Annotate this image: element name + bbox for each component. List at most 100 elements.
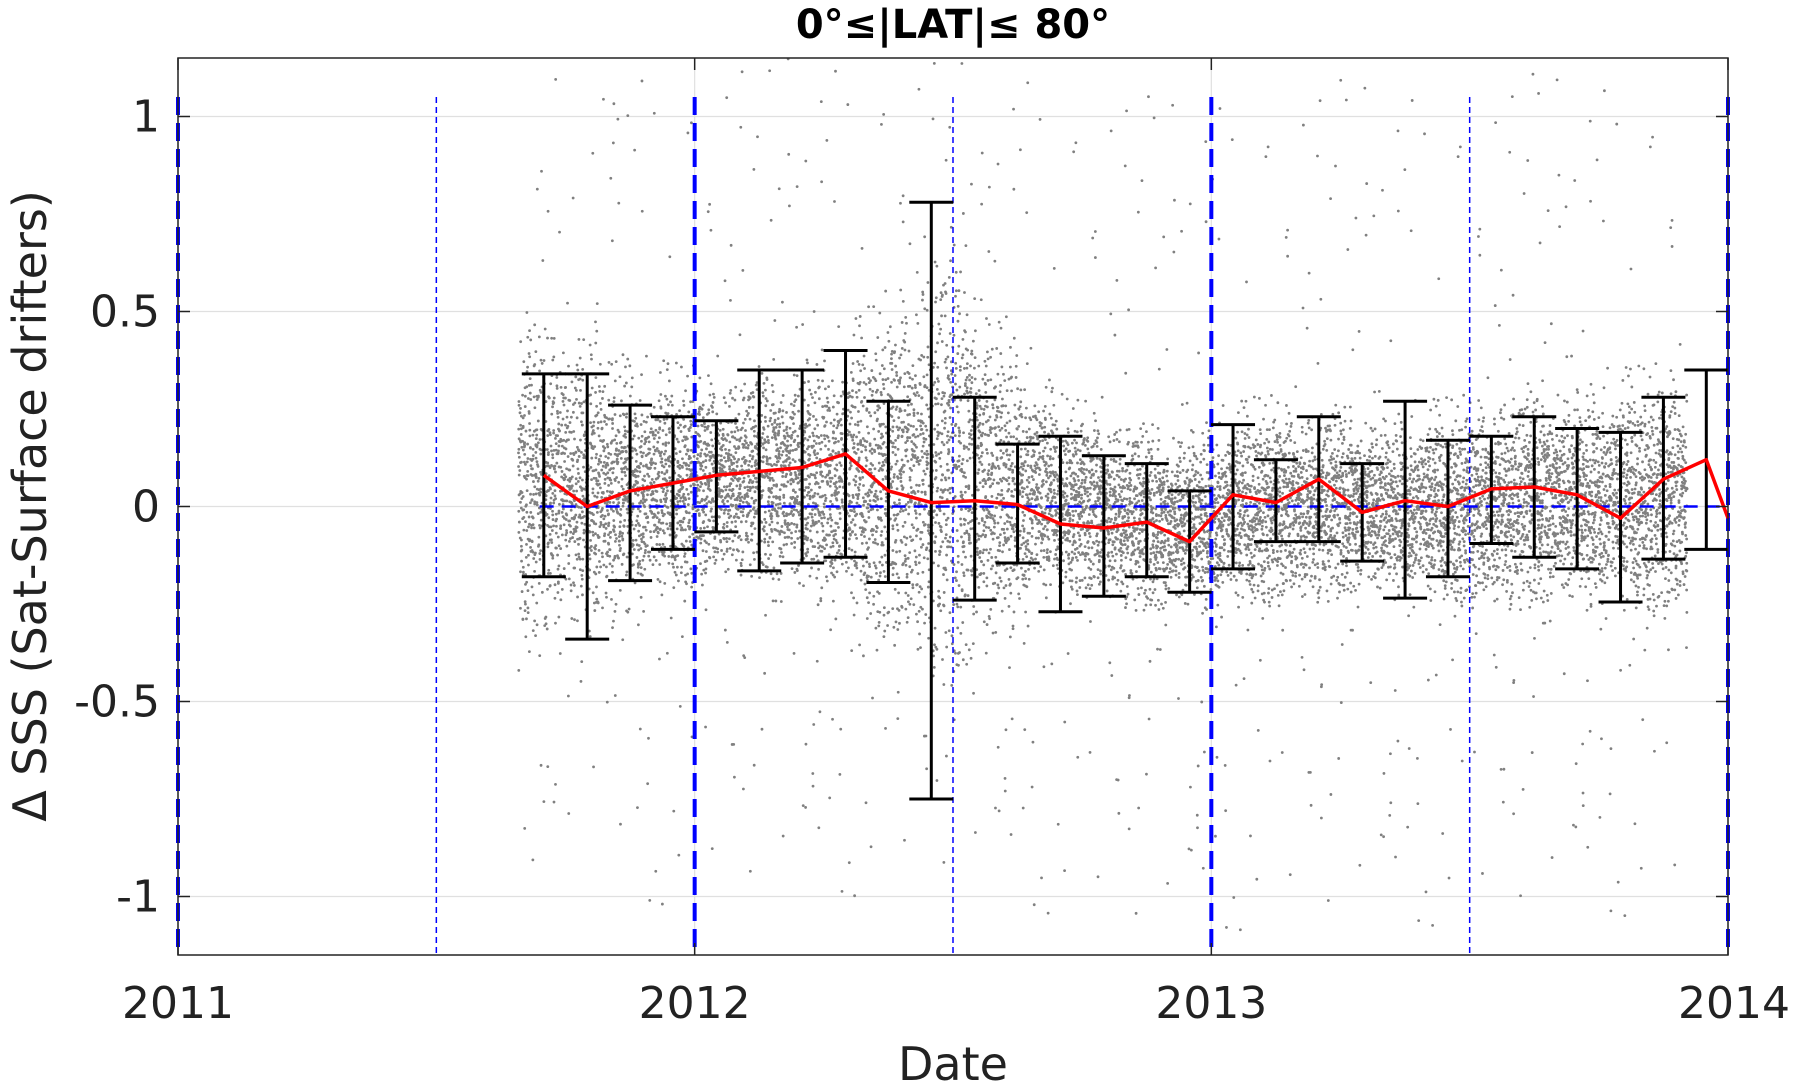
scatter-point	[852, 333, 856, 337]
scatter-point	[555, 376, 559, 379]
scatter-point	[601, 490, 605, 494]
scatter-point	[828, 409, 832, 412]
scatter-point	[640, 209, 644, 213]
scatter-point	[949, 380, 953, 384]
scatter-point	[896, 690, 900, 694]
scatter-point	[899, 469, 903, 473]
scatter-point	[579, 506, 583, 510]
scatter-point	[859, 419, 863, 423]
scatter-point	[741, 398, 745, 402]
scatter-point	[678, 409, 681, 413]
scatter-point	[835, 498, 839, 502]
scatter-point	[919, 358, 922, 362]
scatter-point	[918, 553, 921, 557]
scatter-point	[528, 329, 531, 333]
scatter-point	[658, 563, 662, 566]
scatter-point	[564, 577, 568, 581]
scatter-point	[945, 754, 948, 758]
scatter-point	[710, 438, 714, 442]
scatter-point	[812, 414, 815, 418]
scatter-point	[962, 540, 965, 544]
scatter-point	[668, 430, 672, 434]
scatter-point	[894, 438, 897, 442]
scatter-point	[818, 485, 822, 489]
scatter-point	[666, 412, 670, 415]
scatter-point	[978, 430, 982, 434]
scatter-point	[552, 336, 556, 340]
scatter-point	[625, 497, 629, 501]
scatter-point	[860, 533, 863, 537]
scatter-point	[539, 448, 543, 452]
scatter-point	[724, 447, 727, 451]
scatter-point	[670, 394, 674, 398]
scatter-point	[605, 503, 609, 506]
scatter-point	[741, 500, 745, 504]
scatter-point	[657, 474, 661, 478]
scatter-point	[556, 415, 560, 419]
scatter-point	[963, 384, 967, 387]
scatter-point	[521, 393, 524, 397]
scatter-point	[890, 397, 894, 400]
scatter-point	[560, 423, 564, 427]
scatter-point	[577, 505, 581, 509]
scatter-point	[527, 515, 531, 519]
scatter-point	[554, 470, 557, 474]
scatter-point	[881, 460, 885, 464]
scatter-point	[920, 428, 923, 431]
scatter-point	[594, 532, 597, 536]
scatter-point	[783, 521, 787, 525]
scatter-point	[764, 613, 767, 617]
scatter-point	[637, 534, 641, 538]
scatter-point	[662, 465, 666, 469]
scatter-point	[748, 489, 752, 493]
scatter-point	[750, 457, 754, 461]
scatter-point	[977, 456, 981, 460]
scatter-point	[718, 429, 722, 432]
scatter-point	[801, 804, 805, 808]
scatter-point	[895, 425, 899, 429]
scatter-point	[818, 442, 821, 445]
scatter-point	[781, 555, 785, 559]
scatter-point	[808, 435, 812, 439]
scatter-point	[962, 545, 966, 548]
scatter-point	[854, 451, 858, 455]
scatter-point	[685, 560, 689, 564]
scatter-point	[555, 384, 559, 388]
scatter-point	[881, 348, 885, 352]
scatter-point	[530, 498, 534, 502]
scatter-point	[958, 365, 962, 369]
scatter-point	[620, 534, 624, 538]
scatter-point	[607, 522, 611, 525]
scatter-point	[641, 532, 645, 536]
scatter-point	[605, 416, 608, 420]
scatter-point	[719, 539, 722, 542]
scatter-point	[637, 436, 641, 440]
scatter-point	[537, 335, 541, 339]
scatter-point	[927, 636, 930, 640]
scatter-point	[589, 402, 593, 406]
scatter-point	[522, 528, 526, 532]
scatter-point	[753, 558, 756, 561]
scatter-point	[777, 431, 781, 435]
scatter-point	[937, 564, 940, 568]
scatter-point	[923, 490, 927, 494]
scatter-point	[564, 396, 567, 400]
scatter-point	[902, 535, 906, 539]
scatter-point	[850, 500, 853, 504]
scatter-point	[956, 605, 960, 609]
scatter-point	[959, 490, 963, 494]
scatter-point	[848, 422, 852, 426]
scatter-point	[880, 530, 884, 533]
scatter-point	[725, 540, 729, 543]
scatter-point	[806, 361, 809, 365]
scatter-point	[781, 834, 785, 838]
scatter-point	[556, 591, 560, 594]
scatter-point	[956, 319, 960, 323]
scatter-point	[526, 606, 530, 610]
scatter-point	[650, 510, 654, 514]
scatter-point	[654, 558, 658, 562]
scatter-point	[562, 403, 566, 407]
scatter-point	[907, 423, 910, 426]
scatter-point	[540, 590, 544, 594]
